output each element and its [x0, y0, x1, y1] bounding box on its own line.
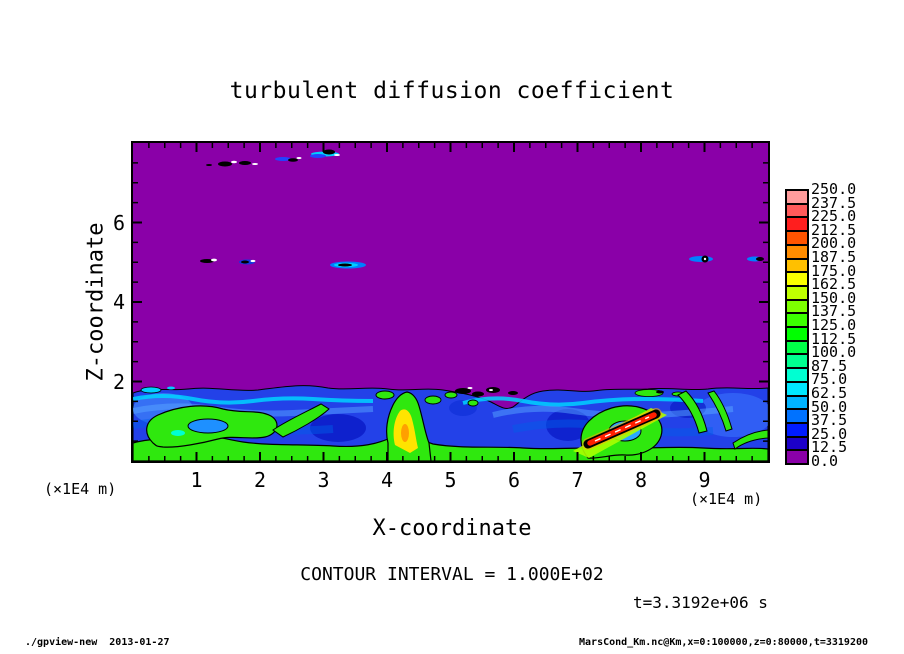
footer-program-date: ./gpview-new 2013-01-27 [25, 637, 170, 648]
colorbar-cell [787, 382, 807, 397]
colorbar-label: 212.5 [811, 220, 857, 239]
contour-interval-note: CONTOUR INTERVAL = 1.000E+02 [300, 564, 604, 585]
colorbar-cell [787, 410, 807, 424]
x-tick-label: 4 [380, 468, 394, 492]
x-tick-label: 9 [698, 468, 711, 492]
x-tick-label: 2 [253, 468, 267, 492]
colorbar-label: 112.5 [811, 329, 857, 348]
colorbar-label: 137.5 [811, 302, 857, 321]
colorbar-label: 12.5 [811, 438, 848, 457]
x-tick-label: 3 [317, 468, 330, 492]
colorbar-label: 200.0 [811, 234, 857, 253]
colorbar-label: 50.0 [811, 397, 848, 416]
colorbar-label: 62.5 [811, 384, 848, 402]
colorbar-label: 162.5 [811, 275, 857, 294]
y-tick-label: 6 [112, 210, 125, 235]
colorbar-cell [787, 286, 807, 301]
colorbar-cell [787, 437, 807, 452]
colorbar-cell [787, 423, 807, 438]
colorbar-label: 150.0 [811, 288, 857, 307]
x-tick-label: 6 [507, 468, 521, 492]
footer-source-note: MarsCond_Km.nc@Km,x=0:100000,z=0:80000,t… [579, 637, 868, 648]
boundary-layer [133, 385, 768, 461]
colorbar-label: 225.0 [811, 207, 857, 226]
upper-specks [206, 149, 340, 167]
axis-ticks [133, 143, 768, 461]
contour-field [133, 143, 768, 461]
colorbar-cell [787, 273, 807, 287]
colorbar-cell [787, 204, 807, 219]
colorbar-cell [787, 355, 807, 370]
colorbar-cell [787, 259, 807, 274]
colorbar-cell [787, 328, 807, 342]
colorbar-label: 87.5 [811, 356, 848, 375]
x-tick-label: 7 [571, 468, 584, 492]
colorbar-label: 237.5 [811, 193, 857, 212]
colorbar-cell [787, 314, 807, 329]
x-tick-label: 5 [444, 468, 457, 492]
colorbar-cell [787, 451, 807, 464]
colorbar-cell [787, 300, 807, 315]
time-annotation: t=3.3192e+06 s [633, 593, 768, 612]
y-tick-label: 2 [112, 369, 125, 394]
colorbar-label: 37.5 [811, 411, 848, 430]
colorbar-cell [787, 396, 807, 411]
y-axis-unit: (×1E4 m) [44, 480, 117, 498]
y-axis-title: Z-coordinate [83, 222, 109, 382]
colorbar-label: 187.5 [811, 248, 857, 266]
colorbar-label: 100.0 [811, 343, 857, 362]
x-axis-unit: (×1E4 m) [690, 490, 763, 508]
colorbar-label: 25.0 [811, 424, 848, 443]
plot-title: turbulent diffusion coefficient [229, 78, 675, 104]
colorbar-cell [787, 218, 807, 233]
y-tick-label: 4 [112, 290, 125, 314]
colorbar-cell [787, 341, 807, 356]
colorbar-label: 250.0 [811, 180, 857, 198]
colorbar-label: 75.0 [811, 370, 848, 389]
colorbar-cell [787, 369, 807, 383]
colorbar [785, 189, 809, 465]
colorbar-label: 175.0 [811, 261, 857, 280]
colorbar-label: 125.0 [811, 316, 857, 334]
mid-specks [200, 255, 764, 269]
colorbar-cell [787, 232, 807, 246]
interface-flecks [455, 387, 518, 397]
colorbar-cell [787, 191, 807, 205]
plot-frame [131, 141, 770, 463]
colorbar-label: 0.0 [811, 452, 839, 470]
x-tick-label: 8 [634, 468, 648, 492]
x-tick-label: 1 [190, 468, 203, 492]
colorbar-cell [787, 245, 807, 260]
x-axis-title: X-coordinate [372, 516, 532, 541]
